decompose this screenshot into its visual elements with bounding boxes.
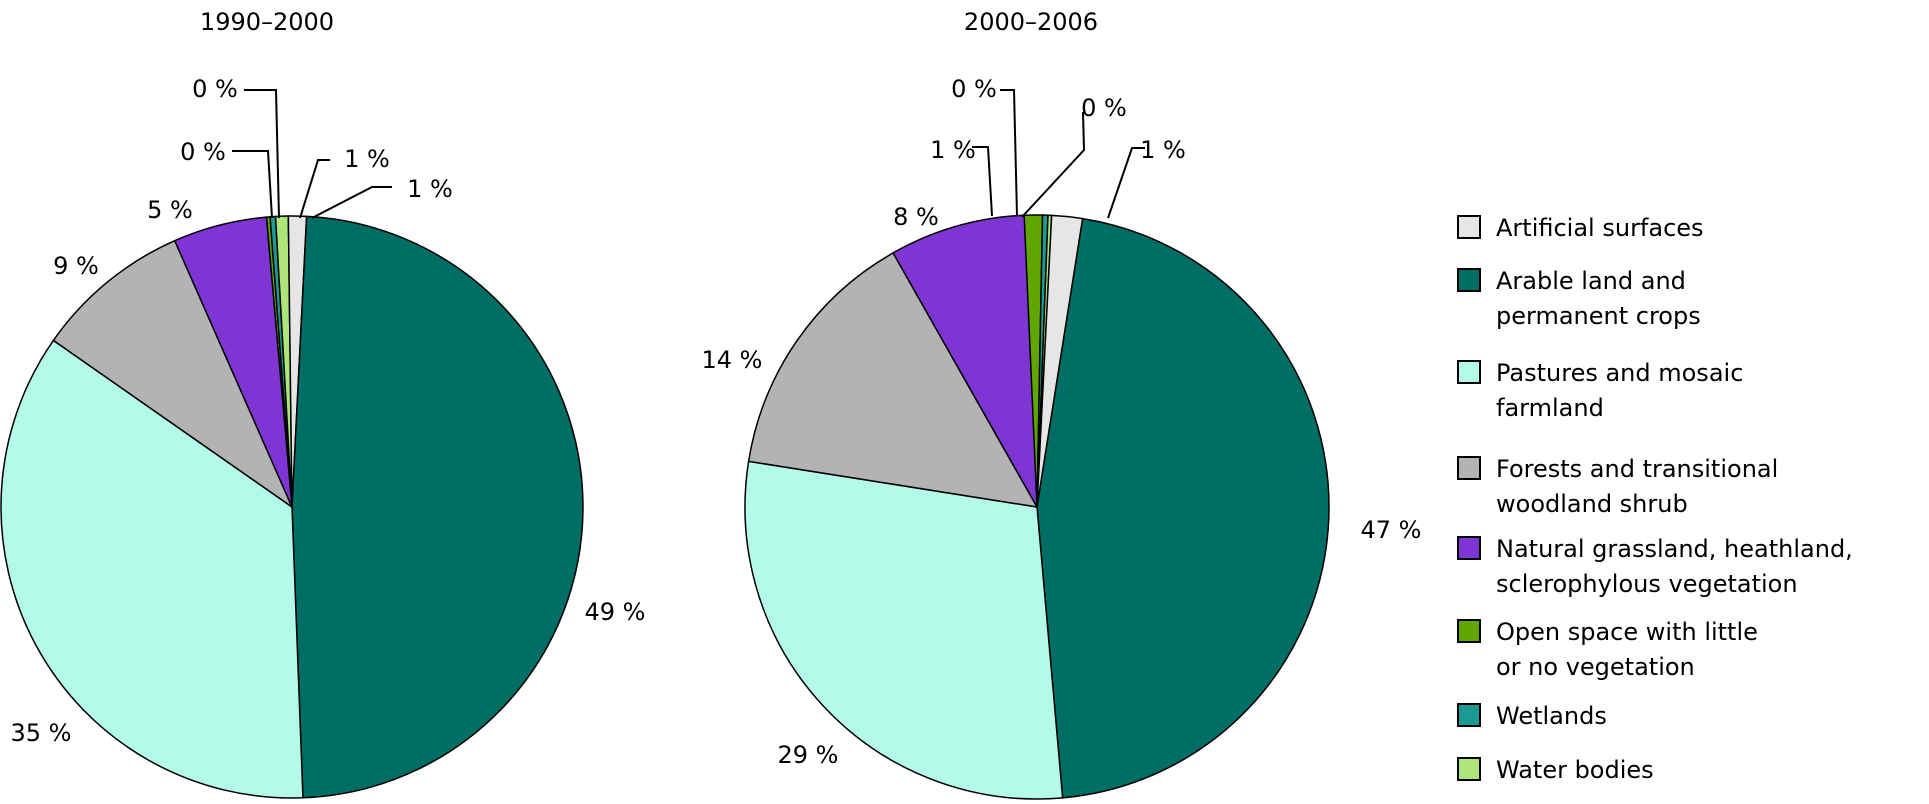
legend-label: Artificial surfaces [1496,214,1704,242]
pie-slice-natural-grassland-heathland-sclerophylous-vegetation [173,216,293,508]
legend-label: Pastures and mosaic [1496,359,1743,387]
data-label-open-space-with-little-or-no-vegetation: 0 % [192,75,238,103]
legend-label: Forests and transitional [1496,455,1778,483]
data-labels: 0 % 0 % 1 % 1 % 5 % 9 % 35 % 49 % 0 % 0 % 1 % 1 % 8 … [11,75,1422,769]
leader-line [299,159,330,219]
legend-item-forests-and-transitional-woodland-shrub: Forests and transitional woodland shrub [1457,455,1778,518]
legend-item-artificial-surfaces: Artificial surfaces [1457,214,1704,242]
pie-1990-2000 [0,215,584,799]
data-label-wetlands: 0 % [951,75,997,103]
legend-item-arable-land-and-permanent-crops: Arable land and permanent crops [1457,267,1701,330]
pie-slice-pastures-and-mosaic-farmland [0,339,304,799]
data-label-open-space-with-little-or-no-vegetation: 1 % [930,136,976,164]
data-label-forests-and-transitional-woodland-shrub: 14 % [702,346,763,374]
pie-slice-arable-land-and-permanent-crops [1036,217,1330,799]
pie-slice-pastures-and-mosaic-farmland [744,460,1064,800]
legend-item-open-space-with-little-or-no-vegetation: Open space with little or no vegetation [1457,618,1758,681]
data-label-wetlands: 0 % [180,138,226,166]
legend: Artificial surfaces Arable land and perman… [1457,214,1853,784]
chart-title-1990-2000: 1990–2000 [200,8,334,36]
data-label-artificial-surfaces: 1 % [407,175,453,203]
legend-item-wetlands: Wetlands [1457,702,1607,730]
pie-slice-forests-and-transitional-woodland-shrub [52,239,294,510]
legend-item-water-bodies: Water bodies [1457,756,1654,784]
data-label-forests-and-transitional-woodland-shrub: 9 % [53,252,99,280]
legend-label: farmland [1496,394,1604,422]
legend-item-natural-grassland-heathland-sclerophylous-vegetation: Natural grassland, heathland, sclerophylo… [1457,535,1853,598]
legend-swatch [1457,536,1481,560]
legend-label: permanent crops [1496,302,1701,330]
leader-line [972,146,993,217]
pie-slice-arable-land-and-permanent-crops [291,215,584,799]
legend-swatch [1457,360,1481,384]
leader-line [1107,147,1145,219]
leader-line [232,150,273,219]
data-label-arable-land-and-permanent-crops: 47 % [1361,516,1422,544]
legend-label: woodland shrub [1496,490,1688,518]
legend-swatch [1457,757,1481,781]
legend-swatch [1457,703,1481,727]
leader-line [1021,111,1086,218]
pie-slice-forests-and-transitional-woodland-shrub [747,251,1039,508]
legend-label: Water bodies [1496,756,1654,784]
data-label-natural-grassland-heathland-sclerophylous-vegetation: 5 % [147,196,193,224]
pie-2000-2006 [744,214,1330,800]
legend-swatch [1457,619,1481,643]
legend-label: or no vegetation [1496,653,1695,681]
leader-lines [232,89,1145,219]
legend-swatch [1457,456,1481,480]
legend-label: Open space with little [1496,618,1758,646]
legend-label: Arable land and [1496,267,1686,295]
legend-label: Wetlands [1496,702,1607,730]
data-label-pastures-and-mosaic-farmland: 29 % [778,741,839,769]
legend-label: sclerophylous vegetation [1496,570,1798,598]
legend-item-pastures-and-mosaic-farmland: Pastures and mosaic farmland [1457,359,1743,422]
pie-slice-natural-grassland-heathland-sclerophylous-vegetation [892,214,1038,508]
leader-line [311,186,392,219]
legend-swatch [1457,215,1481,239]
data-label-artificial-surfaces: 1 % [1140,136,1186,164]
legend-swatch [1457,268,1481,292]
leader-line [244,89,280,219]
chart-title-2000-2006: 2000–2006 [964,8,1098,36]
data-label-arable-land-and-permanent-crops: 49 % [585,598,646,626]
legend-label: Natural grassland, heathland, [1496,535,1853,563]
data-label-natural-grassland-heathland-sclerophylous-vegetation: 8 % [893,203,939,231]
data-label-pastures-and-mosaic-farmland: 35 % [11,719,72,747]
leader-line [1000,89,1018,217]
data-label-water-bodies: 1 % [344,145,390,173]
data-label-water-bodies: 0 % [1081,94,1127,122]
